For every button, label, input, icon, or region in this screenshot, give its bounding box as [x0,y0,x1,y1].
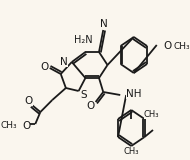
Text: CH₃: CH₃ [1,120,17,129]
Text: NH: NH [126,89,142,99]
Text: O: O [22,121,30,131]
Text: S: S [80,90,87,100]
Text: O: O [40,62,49,72]
Text: CH₃: CH₃ [174,41,190,51]
Text: O: O [86,101,95,111]
Text: H₂N: H₂N [74,35,92,45]
Text: CH₃: CH₃ [124,147,139,156]
Text: N: N [60,57,68,67]
Text: CH₃: CH₃ [144,109,159,119]
Text: O: O [24,96,33,106]
Text: O: O [164,41,172,51]
Text: N: N [100,19,108,29]
